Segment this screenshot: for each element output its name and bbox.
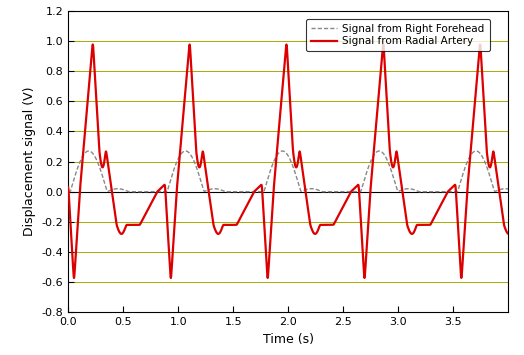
Signal from Radial Artery <box>385 118 391 122</box>
Signal from Radial Artery <box>250 191 256 196</box>
Legend: Signal from Right Forehead, Signal from Radial Artery: Signal from Right Forehead, Signal from … <box>306 19 490 51</box>
Signal from Right Forehead <box>254 190 260 194</box>
Signal from Radial Artery <box>65 185 71 189</box>
Signal from Right Forehead <box>182 149 189 153</box>
Y-axis label: Displacement signal (V): Displacement signal (V) <box>23 87 36 236</box>
Signal from Radial Artery <box>492 159 498 164</box>
Line: Signal from Right Forehead: Signal from Right Forehead <box>68 151 508 192</box>
X-axis label: Time (s): Time (s) <box>263 333 314 346</box>
Signal from Radial Artery <box>505 231 511 236</box>
Signal from Right Forehead <box>274 153 280 157</box>
Line: Signal from Radial Artery: Signal from Radial Artery <box>68 44 508 278</box>
Signal from Radial Artery <box>254 187 260 191</box>
Signal from Radial Artery <box>477 42 483 47</box>
Signal from Radial Artery <box>470 122 476 127</box>
Signal from Right Forehead <box>470 150 476 154</box>
Signal from Radial Artery <box>274 144 280 149</box>
Signal from Right Forehead <box>250 190 256 194</box>
Signal from Right Forehead <box>492 189 498 193</box>
Signal from Right Forehead <box>65 190 71 194</box>
Signal from Right Forehead <box>385 160 391 164</box>
Signal from Radial Artery <box>168 276 174 280</box>
Signal from Right Forehead <box>505 187 511 191</box>
